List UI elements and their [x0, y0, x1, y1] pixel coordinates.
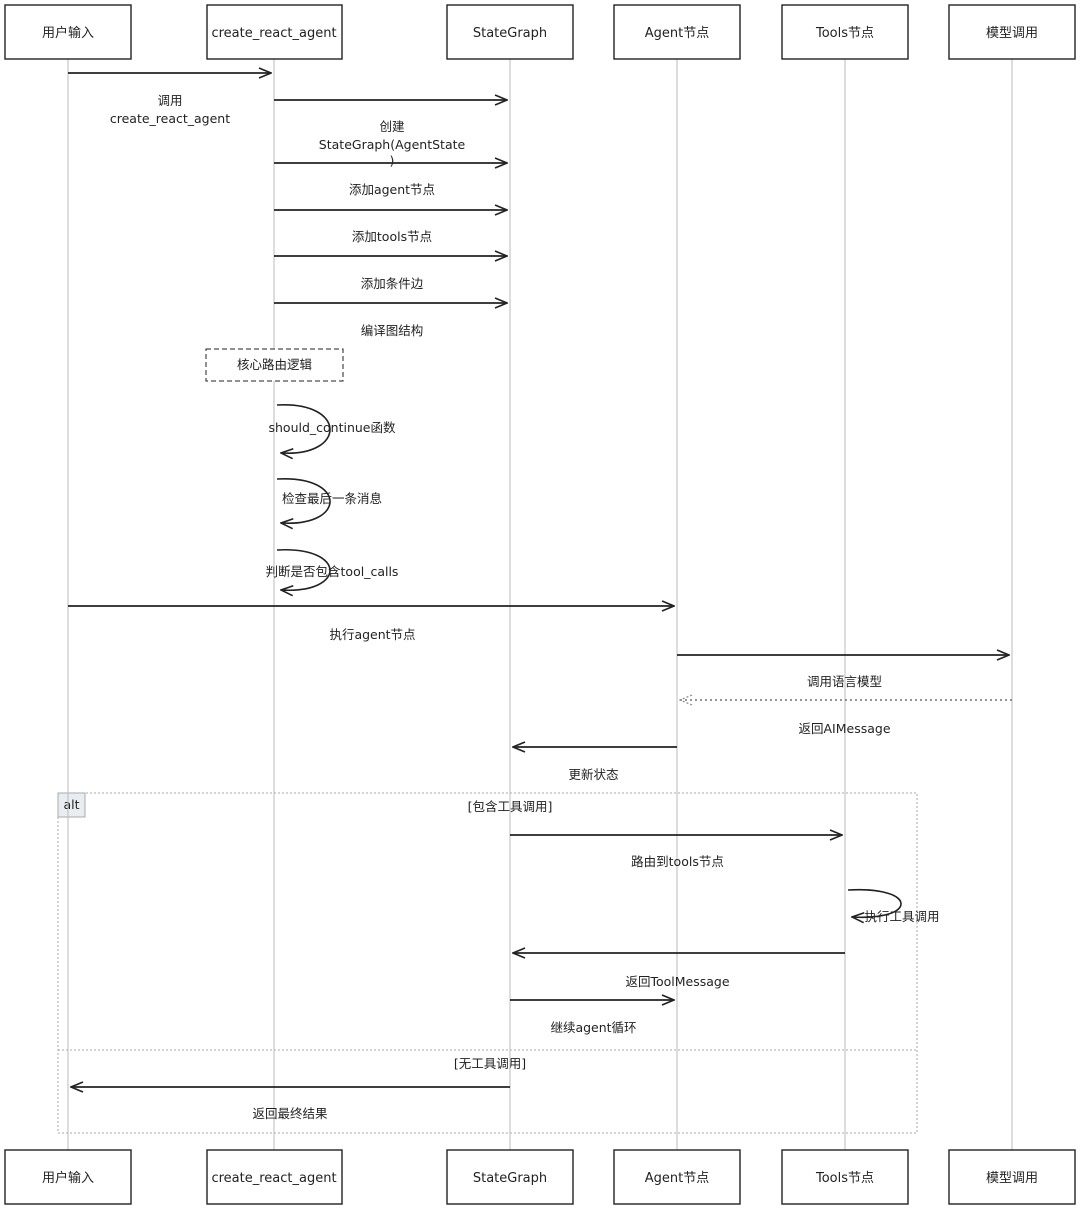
self-call-arrow [276, 478, 331, 523]
message-label: ) [390, 153, 395, 168]
message-label: 返回AIMessage [798, 721, 890, 736]
bottom-participant-box [206, 1149, 343, 1205]
message-label: 更新状态 [568, 767, 618, 782]
message-label: 返回ToolMessage [625, 974, 729, 989]
message-label: 执行agent节点 [329, 627, 415, 642]
message-label: StateGraph(AgentState [319, 137, 466, 152]
top-participant-box [4, 4, 132, 60]
bottom-participant-box [613, 1149, 741, 1205]
bottom-participant-label: create_react_agent [211, 1171, 336, 1186]
bottom-participant-label: Tools节点 [815, 1171, 874, 1186]
top-participant-box [948, 4, 1076, 60]
bottom-participant-box [948, 1149, 1076, 1205]
bottom-participant-label: StateGraph [473, 1171, 547, 1186]
bottom-participant-label: 模型调用 [986, 1171, 1038, 1186]
message-label: 创建 [379, 119, 405, 134]
note-box [205, 348, 344, 382]
top-participant-label: create_react_agent [211, 26, 336, 41]
top-participant-label: Tools节点 [815, 26, 874, 41]
alt-branch-label: [无工具调用] [454, 1056, 526, 1071]
self-call-label: 判断是否包含tool_calls [266, 564, 399, 579]
self-call-arrow [847, 888, 902, 918]
top-participant-box [446, 4, 574, 60]
self-call-arrow [276, 549, 331, 590]
self-call-label: 检查最后一条消息 [282, 491, 382, 506]
message-label: 添加agent节点 [349, 182, 435, 197]
message-label: create_react_agent [110, 111, 230, 126]
message-label: 添加条件边 [361, 276, 424, 291]
alt-tag: alt [63, 797, 79, 812]
top-participant-label: 用户输入 [42, 25, 94, 41]
top-participant-box [781, 4, 909, 60]
self-call-label: 执行工具调用 [864, 909, 939, 924]
bottom-participant-label: 用户输入 [42, 1170, 94, 1186]
self-call-label: should_continue函数 [268, 420, 396, 435]
top-participant-label: 模型调用 [986, 26, 1038, 41]
message-label: 路由到tools节点 [631, 854, 724, 869]
message-label: 调用 [157, 93, 182, 108]
top-participant-label: StateGraph [473, 26, 547, 41]
top-participant-box [206, 4, 343, 60]
alt-frame [57, 792, 918, 1134]
top-participant-label: Agent节点 [645, 26, 709, 41]
bottom-participant-box [781, 1149, 909, 1205]
message-label: 调用语言模型 [807, 674, 882, 689]
bottom-participant-label: Agent节点 [645, 1171, 709, 1186]
bottom-participant-box [446, 1149, 574, 1205]
message-label: 继续agent循环 [550, 1020, 636, 1035]
top-participant-box [613, 4, 741, 60]
bottom-participant-box [4, 1149, 132, 1205]
note-text: 核心路由逻辑 [237, 357, 312, 372]
message-label: 返回最终结果 [252, 1106, 328, 1121]
self-call-arrow [276, 404, 331, 453]
message-label: 编译图结构 [361, 323, 424, 338]
message-label: 添加tools节点 [352, 229, 432, 244]
alt-tag-box [57, 792, 86, 818]
